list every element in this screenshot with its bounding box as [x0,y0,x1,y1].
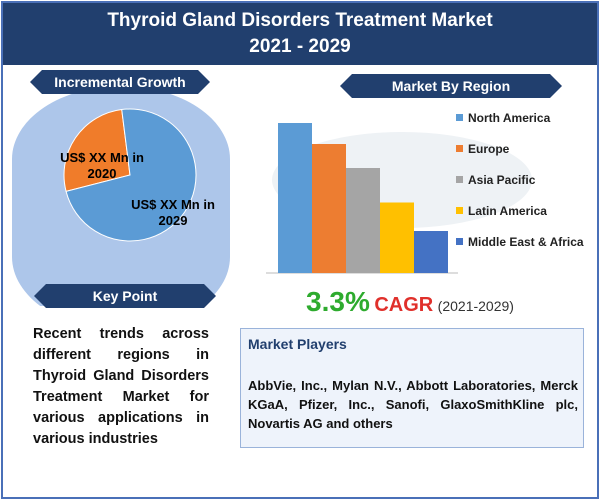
market-players-text: AbbVie, Inc., Mylan N.V., Abbott Laborat… [248,378,578,431]
key-point-ribbon: Key Point [34,284,216,308]
legend-swatch [456,176,463,183]
cagr-period: (2021-2029) [437,298,514,314]
bar-north-america [278,123,312,273]
pie-label-2029: US$ XX Mn in 2029 [131,197,215,228]
legend-label: North America [468,111,551,125]
key-point-box [24,306,216,480]
legend-swatch [456,145,463,152]
market-players-heading: Market Players [248,336,347,352]
legend-label: Latin America [468,204,547,218]
market-by-region-heading: Market By Region [391,78,511,94]
pie-label-2020: US$ XX Mn in 2020 [60,150,144,181]
legend-label: Europe [468,142,510,156]
page-subtitle-years: 2021 - 2029 [249,36,351,57]
bar-middle-east-africa [414,231,448,273]
region-bar-chart: North America Europe Asia Pacific Latin Ame… [262,110,592,280]
bar-svg: North America Europe Asia Pacific Latin Ame… [266,111,584,274]
pie-slice-2020 [63,108,131,193]
bar-latin-america [380,202,414,273]
legend-swatch [456,207,463,214]
incremental-growth-ribbon: Incremental Growth [30,70,210,94]
cagr-value: 3.3% [306,286,370,317]
pie-slice-2029 [65,108,197,242]
key-point-text: Recent trends across different regions i… [33,326,209,447]
page-title: Thyroid Gland Disorders Treatment Market [107,10,493,31]
cagr-label: CAGR [374,294,434,316]
market-by-region-ribbon: Market By Region [340,74,562,98]
title-bar: Thyroid Gland Disorders Treatment Market… [3,3,597,65]
cagr-line: 3.3% CAGR (2021-2029) [240,286,580,318]
legend-swatch [456,114,463,121]
bar-asia-pacific [346,168,380,273]
market-players-box [240,328,584,448]
growth-pie-chart [60,105,200,245]
legend-label: Asia Pacific [468,173,536,187]
key-point-heading: Key Point [92,288,158,304]
pie-svg [63,108,197,242]
legend-label: Middle East & Africa [468,235,584,249]
bar-europe [312,144,346,273]
incremental-growth-heading: Incremental Growth [54,74,186,90]
legend-swatch [456,238,463,245]
